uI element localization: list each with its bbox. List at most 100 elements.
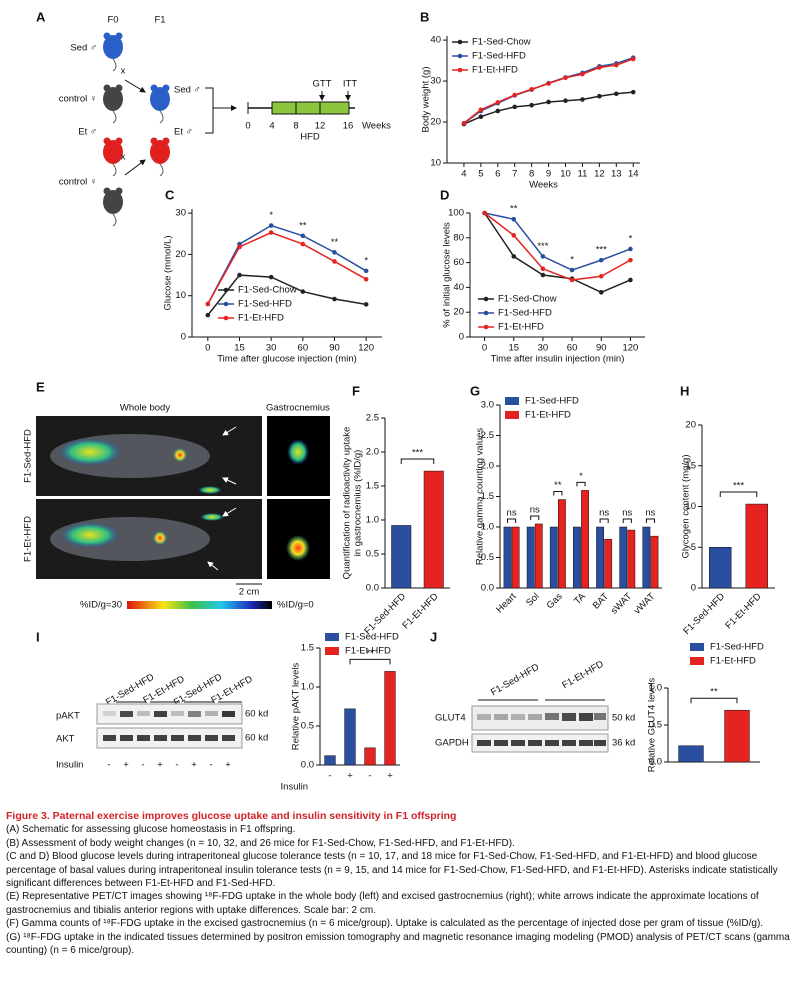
hfd-period (271, 101, 350, 115)
arrow (222, 507, 237, 517)
y-tick-label: 0.0 (366, 583, 379, 594)
y-tick-label: 20 (685, 420, 696, 431)
legend-swatch (690, 643, 704, 651)
panel-label: D (440, 187, 449, 202)
data-point (630, 89, 636, 95)
y-tick-label: 60 (453, 257, 464, 268)
y-axis-label: Glucose (mmol/L) (163, 236, 174, 311)
x-tick-label: Gas (545, 591, 565, 611)
x-tick-label: 15 (234, 343, 245, 354)
y-tick-label: 80 (453, 232, 464, 243)
data-point (540, 254, 546, 259)
x-tick-label: Heart (494, 591, 518, 615)
significance: ns (622, 508, 632, 519)
sign: + (123, 760, 129, 771)
series-line (207, 224, 367, 305)
size-label: 50 kd (612, 713, 635, 724)
significance: *** (733, 481, 744, 492)
bar (573, 526, 581, 589)
series-line (483, 212, 631, 294)
mouse-icon (102, 84, 124, 124)
caption-paragraph: (F) Gamma counts of ¹⁸F-FDG uptake in th… (6, 918, 764, 930)
y-tick-label: 2.0 (481, 461, 494, 472)
significance-bracket (553, 491, 563, 496)
significance: ** (510, 204, 518, 215)
data-point (630, 56, 636, 62)
x-tick-label: sWAT (609, 591, 634, 616)
data-point (461, 120, 467, 126)
x-tick-label: 30 (538, 343, 549, 354)
blot (96, 727, 243, 749)
y-tick-label: 20 (453, 307, 464, 318)
data-point (268, 230, 274, 235)
lane-label: F1-Et-HFD (560, 659, 605, 692)
x-axis-label: Weeks (529, 180, 558, 191)
size-label: 60 kd (245, 733, 268, 744)
x-tick-label: 14 (628, 169, 639, 180)
y-axis-label: Relative GLUT4 levels (647, 677, 658, 772)
x-tick-label: 0 (482, 343, 487, 354)
x-tick-label: F1-Sed-HFD (362, 591, 408, 637)
generation: F0 (107, 15, 118, 26)
x-tick-label: 11 (578, 169, 588, 180)
legend-swatch (483, 310, 489, 316)
legend-label: F1-Sed-HFD (710, 642, 764, 653)
mouse-label: Sed ♂ (70, 43, 97, 54)
data-point (540, 266, 546, 272)
series-line (207, 231, 367, 305)
legend-swatch (223, 301, 229, 307)
mouse-label: Et ♂ (174, 127, 193, 138)
blot-j: F1-Sed-HFD F1-Et-HFD GLUT4 GAPDH 50 kd 3… (435, 659, 635, 753)
blot-i: F1-Sed-HFD F1-Et-HFD F1-Sed-HFD F1-Et-HF… (56, 672, 268, 771)
legend-label: F1-Sed-Chow (498, 294, 557, 305)
x-tick-label: - (368, 771, 371, 782)
lane-label: F1-Sed-HFD (489, 662, 541, 699)
data-point (511, 254, 517, 259)
image-header: Gastrocnemius (266, 403, 330, 414)
data-point (511, 216, 517, 222)
significance-bracket (599, 518, 609, 523)
x-tick-label: 5 (478, 169, 483, 180)
y-tick-label: 10 (430, 158, 441, 169)
timeline-tick: 16 (343, 121, 354, 132)
bar (344, 708, 356, 766)
panel-label: G (470, 383, 480, 398)
caption-title: Figure 3. Paternal exercise improves glu… (6, 810, 457, 822)
bar (678, 745, 704, 763)
row-label: F1-Sed-HFD (23, 429, 34, 483)
bands (477, 713, 606, 746)
data-point (540, 272, 546, 278)
data-point (628, 246, 633, 252)
significance-bracket (622, 518, 632, 523)
x-tick-label: 120 (358, 343, 374, 354)
y-tick-label: 0.5 (481, 552, 494, 563)
significance-bracket (690, 697, 738, 704)
colorbar-label: %ID/g=30 (80, 600, 122, 611)
data-point (563, 75, 568, 81)
data-point (512, 92, 518, 98)
y-tick-label: 0.0 (649, 757, 662, 768)
data-point (363, 268, 369, 274)
x-tick-label: + (387, 771, 393, 782)
arrow (207, 561, 219, 571)
significance: ** (366, 648, 374, 659)
x-tick-label: TA (572, 591, 588, 607)
y-tick-label: 0 (459, 332, 464, 343)
data-point (237, 244, 242, 250)
size-label: 36 kd (612, 738, 635, 749)
legend-swatch (483, 296, 489, 302)
row-label: pAKT (56, 711, 80, 722)
legend-swatch (505, 411, 519, 419)
legend-label: F1-Et-HFD (472, 65, 518, 76)
mouse-label: Et ♂ (78, 127, 97, 138)
y-tick-label: 1.5 (481, 491, 494, 502)
significance: ** (299, 220, 307, 231)
row-label: GAPDH (435, 738, 469, 749)
timeline-tick: 0 (245, 121, 250, 132)
legend-swatch (483, 324, 489, 330)
significance: ** (554, 480, 562, 491)
x-tick-label: 8 (529, 169, 534, 180)
colorbar-label: %ID/g=0 (277, 600, 314, 611)
y-tick-label: 30 (430, 76, 441, 87)
bar (503, 526, 512, 589)
